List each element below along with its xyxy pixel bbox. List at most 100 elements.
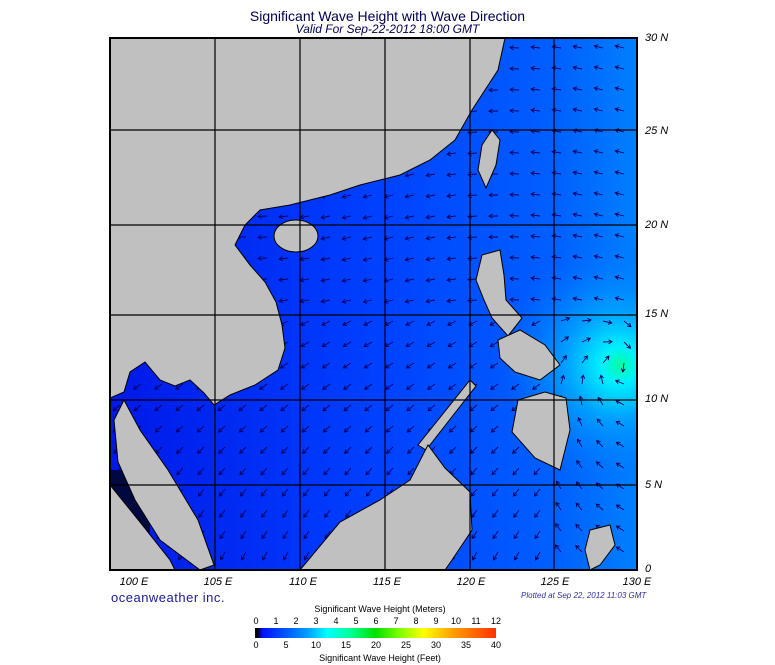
wave-direction-arrow (572, 44, 583, 50)
wave-direction-arrow (425, 235, 436, 241)
wave-direction-arrow (614, 233, 625, 238)
wave-direction-arrow (344, 446, 352, 455)
wave-direction-arrow (321, 320, 331, 326)
wave-direction-arrow (405, 362, 415, 369)
wave-direction-arrow (446, 235, 457, 241)
wave-direction-arrow (404, 235, 415, 241)
wave-direction-arrow (383, 236, 394, 241)
wave-direction-arrow (572, 86, 583, 92)
wave-direction-arrow (154, 383, 163, 390)
wave-direction-arrow (615, 441, 625, 448)
wave-direction-arrow (322, 404, 331, 412)
tick-meters: 7 (393, 616, 399, 626)
wave-direction-arrow (281, 446, 289, 455)
wave-direction-arrow (488, 108, 499, 114)
wave-direction-arrow (575, 502, 583, 511)
wave-direction-arrow (406, 404, 415, 412)
wave-direction-arrow (303, 530, 310, 540)
wave-direction-arrow (238, 425, 247, 433)
wave-direction-arrow (614, 275, 625, 280)
wave-direction-arrow (575, 544, 583, 553)
wave-direction-arrow (446, 151, 457, 157)
wave-direction-arrow (449, 446, 457, 455)
wave-direction-arrow (491, 446, 499, 455)
wave-direction-arrow (530, 191, 541, 197)
wave-direction-arrow (596, 439, 604, 448)
wave-direction-arrow (593, 107, 604, 113)
wave-direction-arrow (425, 298, 436, 304)
wave-direction-arrow (239, 488, 247, 497)
wave-direction-arrow (362, 299, 373, 304)
wave-direction-arrow (407, 446, 415, 455)
map-subtitle: Valid For Sep-22-2012 18:00 GMT (295, 22, 480, 36)
wave-direction-arrow (593, 170, 604, 176)
land-visayas (497, 329, 561, 381)
wave-direction-arrow (509, 192, 520, 198)
wave-direction-arrow (602, 319, 613, 325)
wave-direction-arrow (342, 362, 352, 369)
wave-direction-arrow (363, 320, 373, 326)
lon-label: 125 E (540, 576, 570, 588)
wave-direction-arrow (560, 374, 565, 385)
wave-direction-arrow (219, 551, 226, 561)
wave-direction-arrow (602, 355, 610, 364)
wave-direction-arrow (530, 65, 541, 71)
wave-direction-arrow (386, 446, 394, 455)
wave-direction-arrow (425, 172, 436, 178)
wave-direction-arrow (614, 191, 625, 196)
wave-direction-arrow (614, 149, 625, 154)
wave-direction-arrow (615, 525, 625, 532)
wave-direction-arrow (407, 467, 415, 476)
wave-direction-arrow (446, 193, 457, 199)
wave-direction-arrow (593, 233, 604, 239)
wave-direction-arrow (614, 296, 625, 301)
wave-direction-arrow (470, 467, 478, 476)
lat-label: 15 N (645, 308, 669, 320)
wave-direction-arrow (614, 107, 625, 112)
tick-feet: 15 (340, 640, 352, 650)
wave-direction-arrow (342, 341, 352, 348)
tick-meters: 11 (471, 616, 481, 626)
wave-direction-arrow (575, 523, 583, 532)
wave-direction-arrow (615, 462, 625, 469)
wave-direction-arrow (281, 488, 289, 497)
wave-direction-arrow (197, 446, 205, 455)
wave-direction-arrow (404, 256, 415, 262)
wave-direction-arrow (154, 404, 163, 412)
tick-meters: 10 (450, 616, 462, 626)
wave-direction-arrow (133, 383, 142, 390)
wave-direction-arrow (530, 149, 541, 155)
wave-direction-arrow (593, 44, 604, 50)
wave-direction-arrow (404, 298, 415, 304)
wave-direction-arrow (490, 383, 499, 390)
wave-direction-arrow (362, 236, 373, 241)
wave-direction-arrow (217, 404, 226, 412)
wave-direction-arrow (572, 107, 583, 113)
wave-direction-arrow (530, 86, 541, 92)
wave-direction-arrow (471, 530, 478, 540)
land-sulawesi (584, 524, 616, 570)
wave-direction-arrow (112, 404, 121, 412)
wave-direction-arrow (602, 339, 613, 345)
land-palawan (417, 379, 477, 451)
wave-direction-arrow (301, 404, 310, 412)
lat-label: 25 N (645, 125, 669, 137)
wave-direction-arrow (533, 488, 541, 497)
wave-direction-arrow (593, 65, 604, 71)
wave-direction-arrow (581, 317, 592, 323)
wave-direction-arrow (489, 341, 499, 348)
wave-direction-arrow (280, 404, 289, 412)
wave-direction-arrow (404, 193, 415, 199)
wave-direction-arrow (509, 66, 520, 72)
wave-direction-arrow (404, 172, 415, 178)
wave-direction-arrow (555, 501, 562, 511)
wave-direction-arrow (260, 446, 268, 455)
lat-label: 0 (645, 563, 652, 575)
wave-direction-arrow (385, 404, 394, 412)
wave-direction-arrow (530, 275, 541, 281)
wave-direction-arrow (490, 425, 499, 433)
wave-direction-arrow (365, 488, 373, 497)
tick-feet: 5 (283, 640, 289, 650)
wave-direction-arrow (259, 425, 268, 433)
